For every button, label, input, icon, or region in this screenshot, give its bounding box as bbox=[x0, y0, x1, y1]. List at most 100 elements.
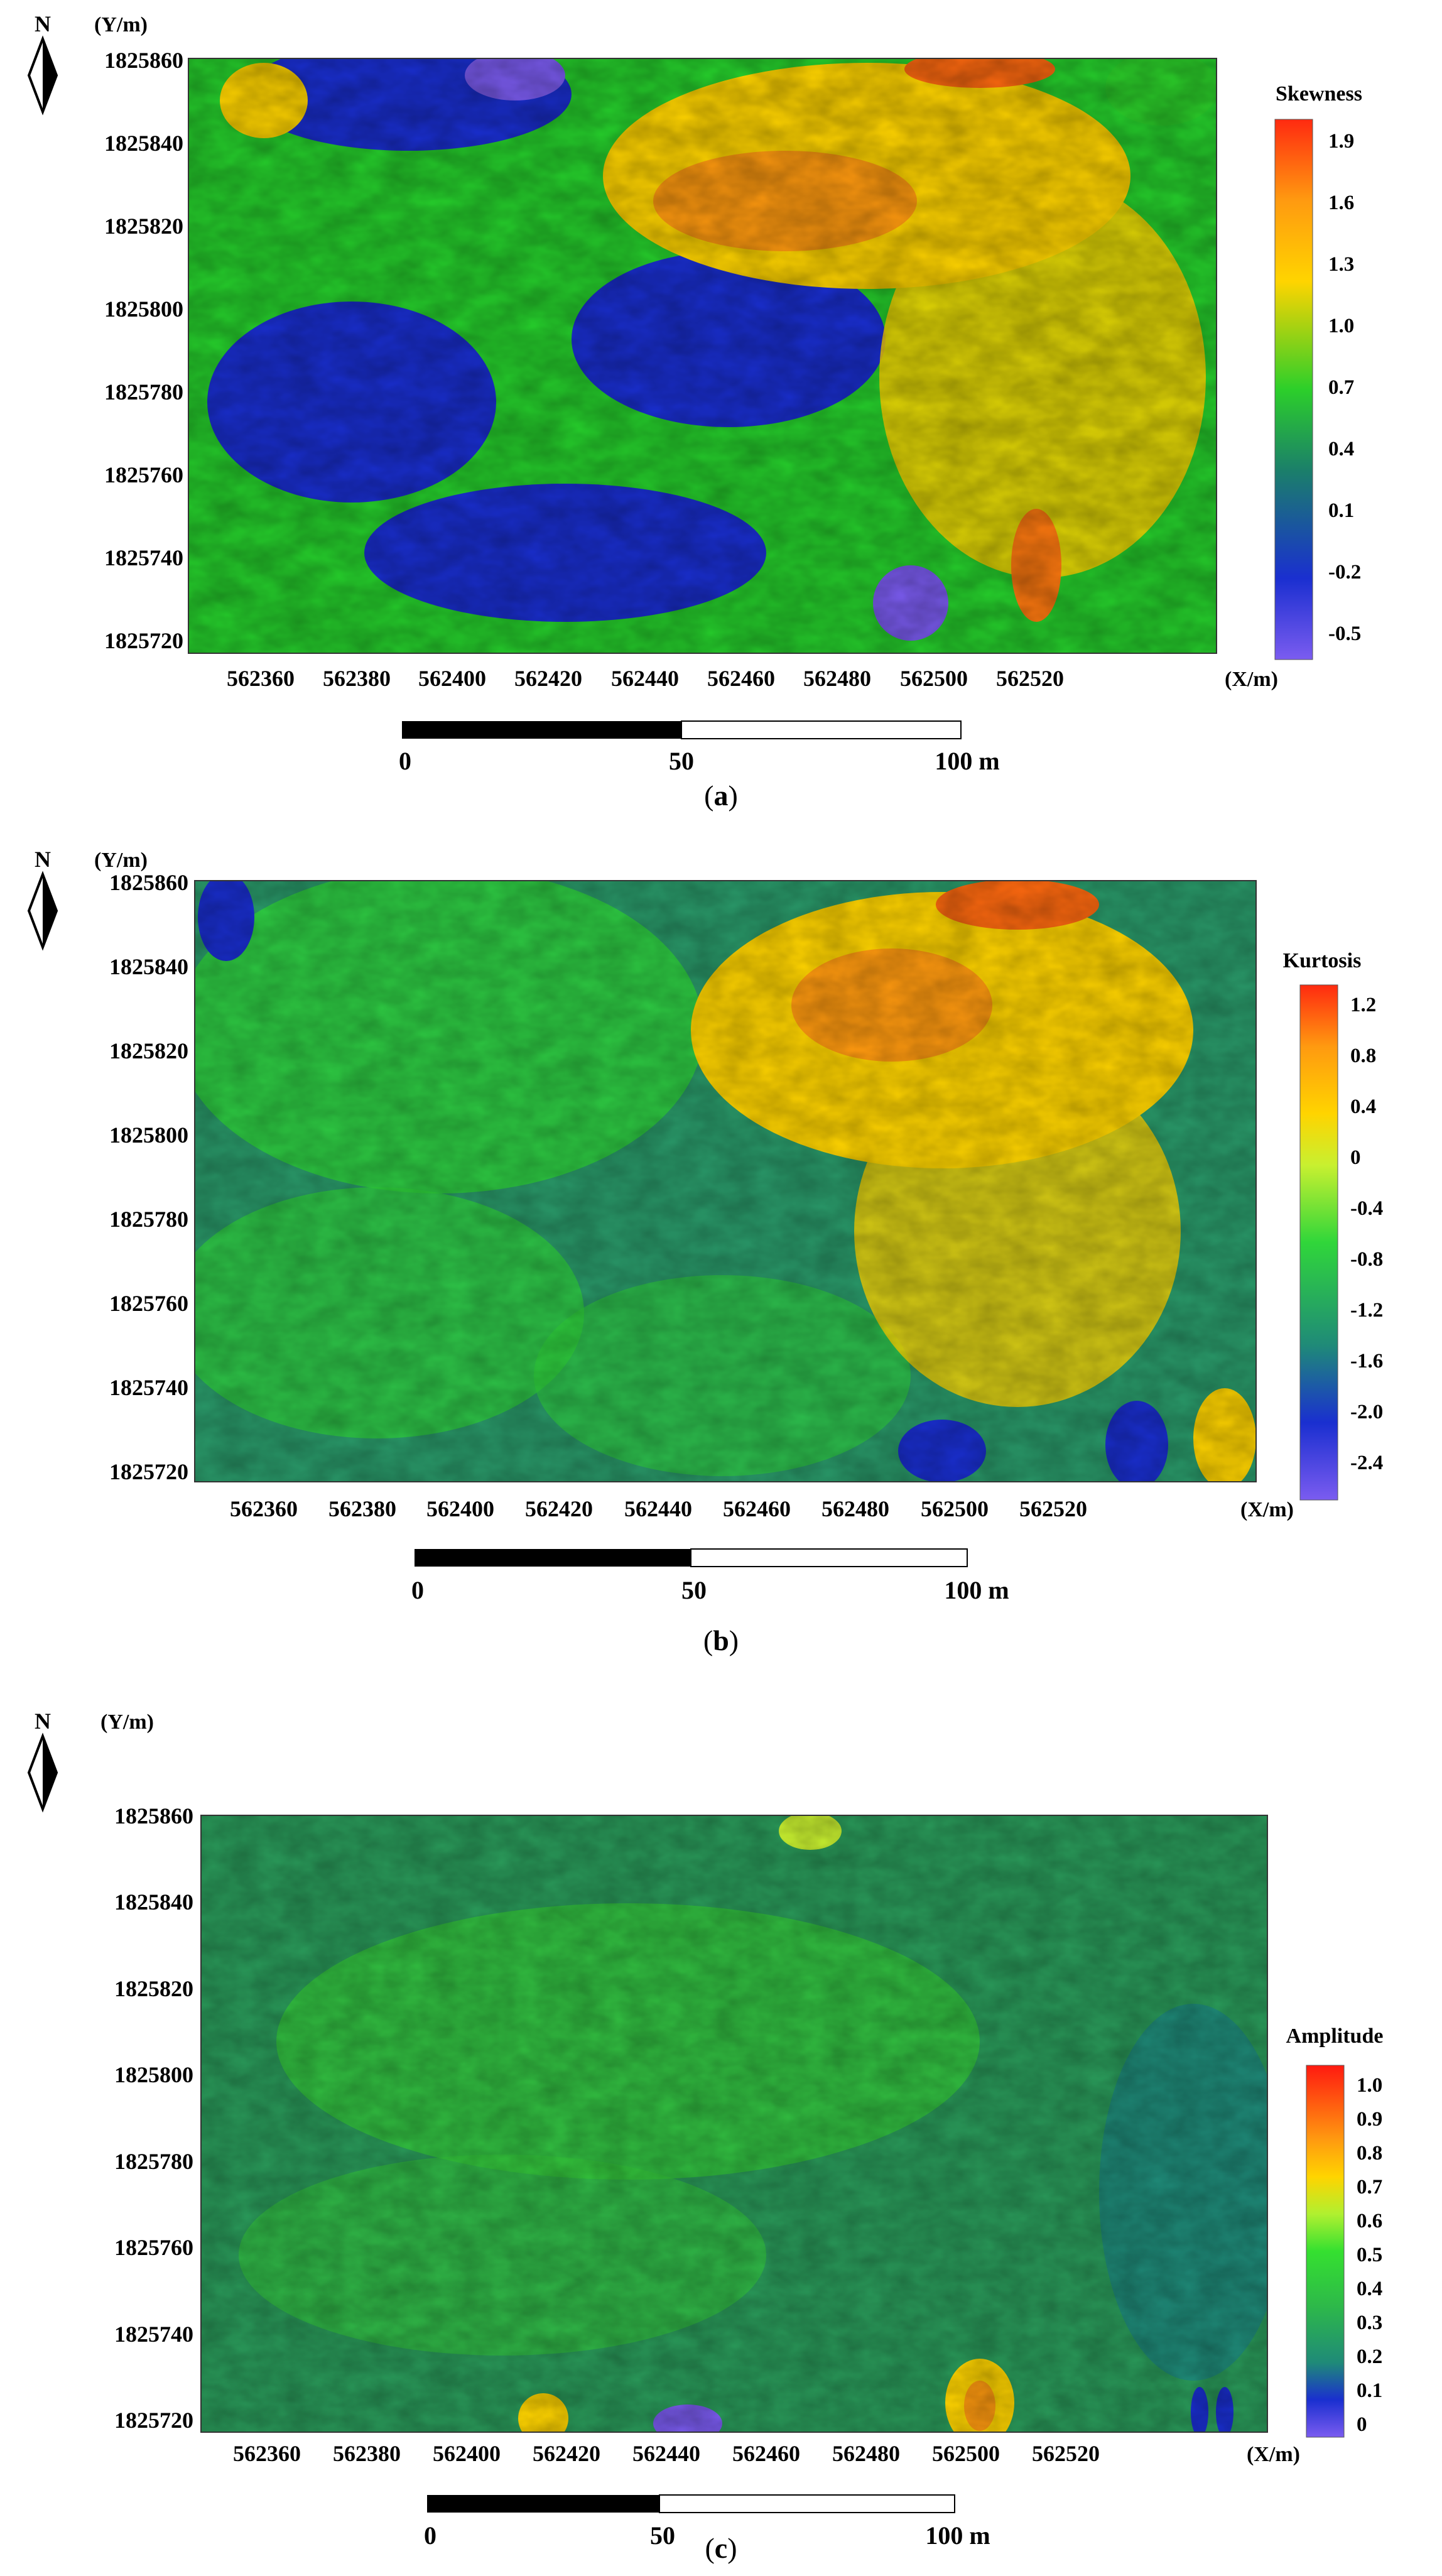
amplitude-map bbox=[201, 1815, 1267, 2432]
y-tick-label: 1825740 bbox=[114, 2322, 193, 2347]
panel-c: N (Y/m) 1825860 1825840 1825820 1825800 … bbox=[0, 1690, 1442, 2573]
x-unit-label: (X/m) bbox=[1247, 2443, 1300, 2466]
scale-bar: 0 50 100 m bbox=[424, 2494, 990, 2550]
y-tick-label: 1825820 bbox=[114, 1976, 193, 2001]
y-tick-label: 1825840 bbox=[114, 1889, 193, 1915]
y-tick-label: 1825720 bbox=[114, 2408, 193, 2433]
y-tick-label: 1825840 bbox=[104, 131, 183, 156]
y-tick-label: 1825860 bbox=[104, 48, 183, 73]
x-tick-label: 562440 bbox=[624, 1496, 692, 1521]
colorbar-label: 0.4 bbox=[1328, 438, 1354, 460]
panel-b-figure: N (Y/m) 1825860 1825840 1825820 1825800 bbox=[27, 847, 1383, 1604]
x-tick-label: 562420 bbox=[525, 1496, 593, 1521]
y-tick-label: 1825760 bbox=[104, 462, 183, 487]
north-label: N bbox=[35, 1709, 51, 1734]
x-tick-label: 562400 bbox=[433, 2441, 501, 2466]
y-unit-label: (Y/m) bbox=[94, 13, 148, 36]
colorbar-label: 1.0 bbox=[1328, 315, 1354, 337]
colorbar-label: 0.2 bbox=[1357, 2345, 1382, 2368]
x-tick-label: 562360 bbox=[227, 666, 295, 691]
scale-label: 0 bbox=[411, 1576, 424, 1604]
y-tick-label: 1825800 bbox=[114, 2062, 193, 2087]
map-frame bbox=[200, 1815, 1268, 2433]
y-tick-label: 1825780 bbox=[114, 2149, 193, 2174]
x-tick-label: 562520 bbox=[996, 666, 1064, 691]
panel-b: N (Y/m) 1825860 1825840 1825820 1825800 bbox=[0, 842, 1442, 1690]
x-tick-label: 562520 bbox=[1032, 2441, 1100, 2466]
y-tick-label: 1825820 bbox=[109, 1038, 188, 1063]
y-tick-label: 1825720 bbox=[104, 628, 183, 653]
y-tick-label: 1825760 bbox=[109, 1291, 188, 1316]
scale-label: 100 m bbox=[935, 747, 999, 775]
colorbar-label: -0.4 bbox=[1350, 1197, 1383, 1220]
x-unit-label: (X/m) bbox=[1225, 668, 1278, 691]
scale-bar: 0 50 100 m bbox=[411, 1548, 1009, 1604]
colorbar-label: -1.2 bbox=[1350, 1299, 1383, 1322]
colorbar-label: 0.6 bbox=[1357, 2210, 1382, 2232]
colorbar-label: 1.3 bbox=[1328, 253, 1354, 276]
y-tick-label: 1825800 bbox=[109, 1122, 188, 1148]
x-tick-label: 562500 bbox=[932, 2441, 1000, 2466]
colorbar: Kurtosis 1.2 0.8 0.4 0 -0.4 -0.8 -1.2 -1… bbox=[1283, 949, 1383, 1501]
colorbar-label: 0.4 bbox=[1357, 2278, 1382, 2300]
y-tick-label: 1825780 bbox=[104, 379, 183, 405]
panel-caption: (a) bbox=[704, 780, 738, 812]
north-arrow-icon: N bbox=[27, 1709, 58, 1813]
map-frame bbox=[194, 880, 1257, 1482]
y-axis: 1825860 1825840 1825820 1825800 1825780 … bbox=[109, 870, 188, 1484]
colorbar-label: 1.0 bbox=[1357, 2074, 1382, 2097]
colorbar-label: 1.2 bbox=[1350, 994, 1376, 1016]
x-tick-label: 562460 bbox=[707, 666, 775, 691]
x-tick-label: 562480 bbox=[832, 2441, 900, 2466]
colorbar: Amplitude 1.0 0.9 0.8 0.7 0.6 0.5 0.4 0.… bbox=[1286, 2024, 1383, 2438]
colorbar-label: 1.9 bbox=[1328, 130, 1354, 153]
x-tick-label: 562460 bbox=[723, 1496, 791, 1521]
colorbar-title: Skewness bbox=[1276, 82, 1362, 106]
x-tick-label: 562380 bbox=[323, 666, 391, 691]
y-unit-label: (Y/m) bbox=[100, 1710, 154, 1734]
y-tick-label: 1825800 bbox=[104, 296, 183, 322]
north-label: N bbox=[35, 847, 51, 872]
colorbar-label: 0.1 bbox=[1328, 499, 1354, 522]
x-tick-label: 562500 bbox=[900, 666, 968, 691]
x-tick-label: 562440 bbox=[611, 666, 679, 691]
x-tick-label: 562400 bbox=[426, 1496, 494, 1521]
north-arrow-icon: N bbox=[27, 11, 58, 116]
x-tick-label: 562380 bbox=[333, 2441, 401, 2466]
panel-a-figure: N (Y/m) 1825860 1825840 bbox=[27, 11, 1362, 775]
x-tick-label: 562420 bbox=[514, 666, 582, 691]
colorbar-label: 0.5 bbox=[1357, 2244, 1382, 2266]
colorbar-label: 0.8 bbox=[1357, 2142, 1382, 2165]
colorbar-title: Kurtosis bbox=[1283, 949, 1362, 972]
scale-label: 100 m bbox=[944, 1576, 1009, 1604]
x-tick-label: 562500 bbox=[921, 1496, 989, 1521]
x-tick-label: 562420 bbox=[533, 2441, 600, 2466]
y-tick-label: 1825860 bbox=[114, 1803, 193, 1829]
scale-label: 50 bbox=[681, 1576, 707, 1604]
y-tick-label: 1825760 bbox=[114, 2235, 193, 2260]
colorbar-label: -1.6 bbox=[1350, 1350, 1383, 1372]
x-tick-label: 562480 bbox=[803, 666, 871, 691]
y-unit-label: (Y/m) bbox=[94, 849, 148, 872]
panel-a: N (Y/m) 1825860 1825840 bbox=[0, 0, 1442, 842]
colorbar: Skewness 1.9 1.6 1.3 1.0 0.7 0.4 0.1 -0.… bbox=[1274, 82, 1362, 660]
colorbar-label: 0 bbox=[1350, 1146, 1361, 1169]
y-tick-label: 1825820 bbox=[104, 214, 183, 239]
north-label: N bbox=[35, 11, 51, 36]
scale-label: 50 bbox=[650, 2521, 675, 2550]
y-tick-label: 1825720 bbox=[109, 1459, 188, 1484]
colorbar-label: 0.4 bbox=[1350, 1095, 1376, 1118]
x-unit-label: (X/m) bbox=[1240, 1498, 1294, 1521]
colorbar-label: 0.1 bbox=[1357, 2379, 1382, 2402]
x-tick-label: 562360 bbox=[230, 1496, 298, 1521]
panel-c-figure: N (Y/m) 1825860 1825840 1825820 1825800 … bbox=[27, 1709, 1383, 2550]
colorbar-label: 0.7 bbox=[1357, 2176, 1382, 2198]
x-tick-label: 562520 bbox=[1019, 1496, 1087, 1521]
x-tick-label: 562380 bbox=[328, 1496, 396, 1521]
y-tick-label: 1825860 bbox=[109, 870, 188, 895]
x-axis: 562360 562380 562400 562420 562440 56246… bbox=[227, 666, 1278, 691]
panel-caption: (b) bbox=[703, 1624, 739, 1656]
y-tick-label: 1825740 bbox=[109, 1375, 188, 1400]
x-tick-label: 562440 bbox=[632, 2441, 700, 2466]
scale-bar: 0 50 100 m bbox=[399, 720, 1000, 775]
